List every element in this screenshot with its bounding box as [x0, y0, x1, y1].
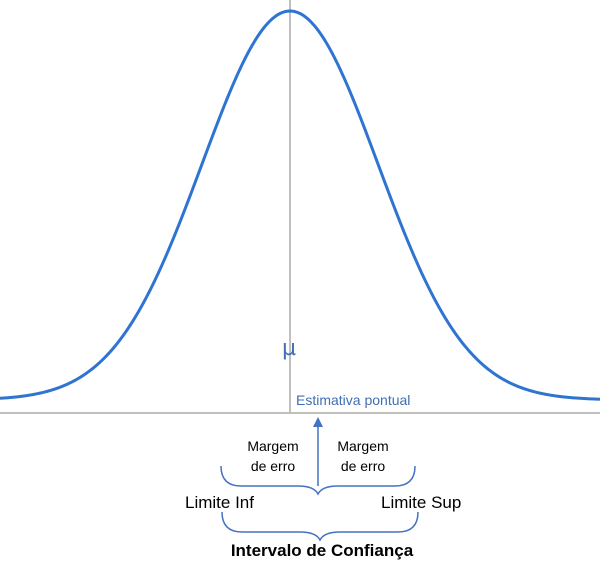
upper-limit-label: Limite Sup: [381, 493, 462, 512]
confidence-interval-text: Intervalo de Confiança: [230, 541, 414, 560]
arrow-head: [313, 417, 323, 427]
margin-right-line1: Margem: [337, 438, 389, 454]
mean-symbol: µ: [282, 336, 296, 361]
confidence-interval-label: Intervalo de Confiança: [0, 541, 600, 561]
normal-distribution-curve: [0, 9, 600, 401]
point-estimate-label: Estimativa pontual: [296, 392, 411, 408]
margin-left-line1: Margem: [247, 438, 299, 454]
margin-of-error-left: Margem de erro: [228, 436, 318, 476]
margin-left-line2: de erro: [250, 458, 296, 474]
margin-right-line2: de erro: [340, 458, 386, 474]
margin-brace: [220, 465, 416, 496]
lower-limit-label: Limite Inf: [185, 493, 254, 512]
interval-brace: [221, 511, 419, 542]
margin-of-error-right: Margem de erro: [318, 436, 408, 476]
